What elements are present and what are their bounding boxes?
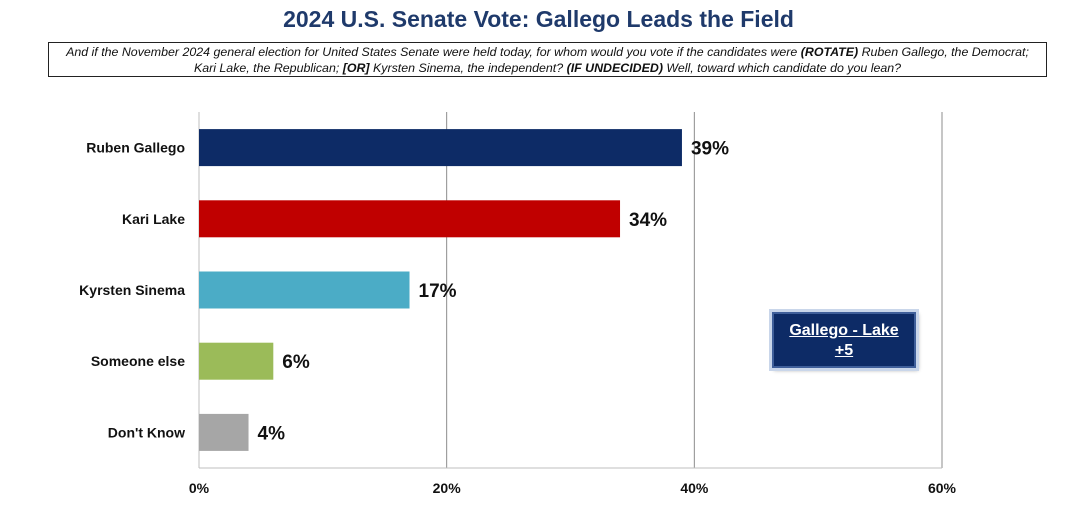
category-label: Kari Lake: [122, 211, 185, 227]
question-or: [OR]: [342, 61, 370, 75]
question-part-4: Well, toward which candidate do you lean…: [662, 61, 902, 75]
value-label: 39%: [691, 139, 729, 160]
bar: [199, 129, 682, 167]
value-label: 4%: [258, 423, 286, 444]
category-label: Don't Know: [108, 424, 185, 440]
question-undecided: (IF UNDECIDED): [566, 61, 663, 75]
value-label: 34%: [629, 210, 667, 231]
category-label: Someone else: [91, 353, 185, 369]
x-tick-label: 40%: [680, 480, 709, 496]
category-label: Kyrsten Sinema: [79, 282, 185, 298]
callout-line-1: Gallego - Lake: [789, 322, 899, 339]
value-label: 6%: [282, 352, 310, 373]
bar: [199, 342, 274, 380]
question-rotate: (ROTATE): [800, 45, 859, 59]
category-label: Ruben Gallego: [86, 140, 185, 156]
question-text: And if the November 2024 general electio…: [48, 42, 1047, 77]
chart-title: 2024 U.S. Senate Vote: Gallego Leads the…: [283, 6, 794, 32]
x-tick-label: 20%: [433, 480, 462, 496]
bar: [199, 271, 410, 309]
question-part-3: Kyrsten Sinema, the independent?: [369, 61, 567, 75]
lead-margin-callout: Gallego - Lake +5: [772, 312, 916, 368]
question-part-2: Ruben Gallego, the Democrat; Kari Lake, …: [193, 45, 1029, 75]
question-part-1: And if the November 2024 general electio…: [66, 45, 801, 59]
value-label: 17%: [419, 281, 457, 302]
callout-line-2: +5: [834, 342, 854, 359]
bar: [199, 200, 621, 238]
bar: [199, 413, 249, 451]
x-tick-label: 0%: [189, 480, 210, 496]
x-tick-label: 60%: [928, 480, 957, 496]
